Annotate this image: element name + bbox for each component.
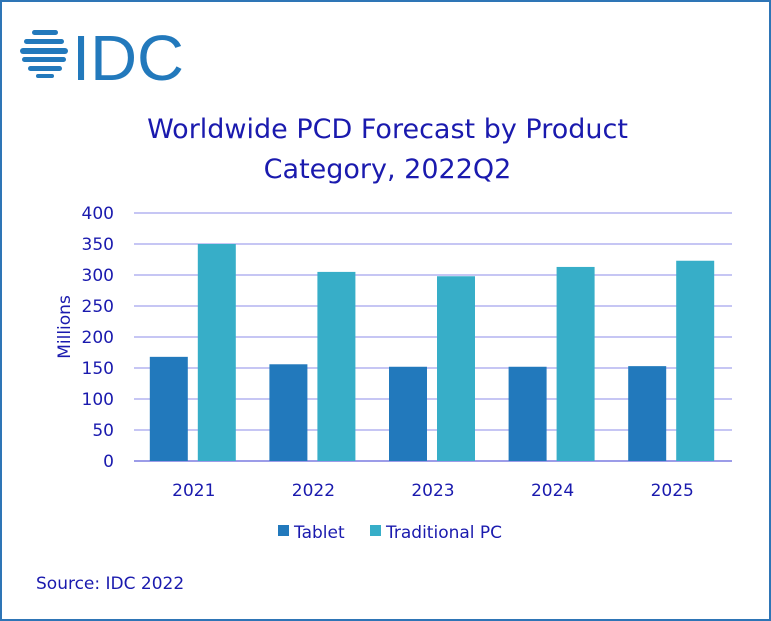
x-tick-label: 2021	[172, 481, 215, 501]
x-tick-label: 2025	[651, 481, 694, 501]
y-tick-label: 250	[82, 297, 114, 317]
x-tick-label: 2022	[292, 481, 335, 501]
logo-text: IDC	[72, 24, 184, 84]
chart-title-line: Worldwide PCD Forecast by Product	[147, 114, 628, 145]
y-tick-label: 400	[82, 204, 114, 224]
x-tick-label: 2024	[531, 481, 574, 501]
y-tick-label: 50	[92, 421, 114, 441]
bar-traditional-pc-2025	[676, 260, 715, 461]
y-tick-label: 0	[103, 452, 114, 472]
bar-traditional-pc-2023	[437, 276, 475, 461]
bar-traditional-pc-2022	[317, 271, 356, 461]
legend-label: Tablet	[293, 523, 345, 543]
y-tick-label: 100	[82, 390, 114, 410]
legend-swatch	[370, 525, 381, 536]
bar-tablet-2021	[149, 356, 188, 461]
legend: Tablet Traditional PC	[278, 523, 502, 543]
y-tick-label: 150	[82, 359, 114, 379]
y-tick-label: 300	[82, 266, 114, 286]
x-tick-label: 2023	[411, 481, 454, 501]
chart-title-line: Category, 2022Q2	[263, 154, 512, 185]
chart-title: Worldwide PCD Forecast by Product Catego…	[2, 110, 769, 190]
y-tick-label: 200	[82, 328, 114, 348]
bar-tablet-2023	[389, 366, 427, 461]
bar-tablet-2024	[508, 366, 547, 461]
bar-traditional-pc-2024	[556, 266, 595, 461]
legend-label: Traditional PC	[385, 523, 502, 543]
y-tick-label: 350	[82, 235, 114, 255]
bar-traditional-pc-2021	[197, 244, 236, 461]
bar-tablet-2025	[628, 366, 667, 461]
source-note: Source: IDC 2022	[36, 574, 185, 594]
bar-tablet-2022	[269, 364, 308, 461]
y-axis-label: Millions	[55, 295, 75, 359]
legend-swatch	[278, 525, 289, 536]
idc-logo: IDC	[20, 24, 184, 84]
